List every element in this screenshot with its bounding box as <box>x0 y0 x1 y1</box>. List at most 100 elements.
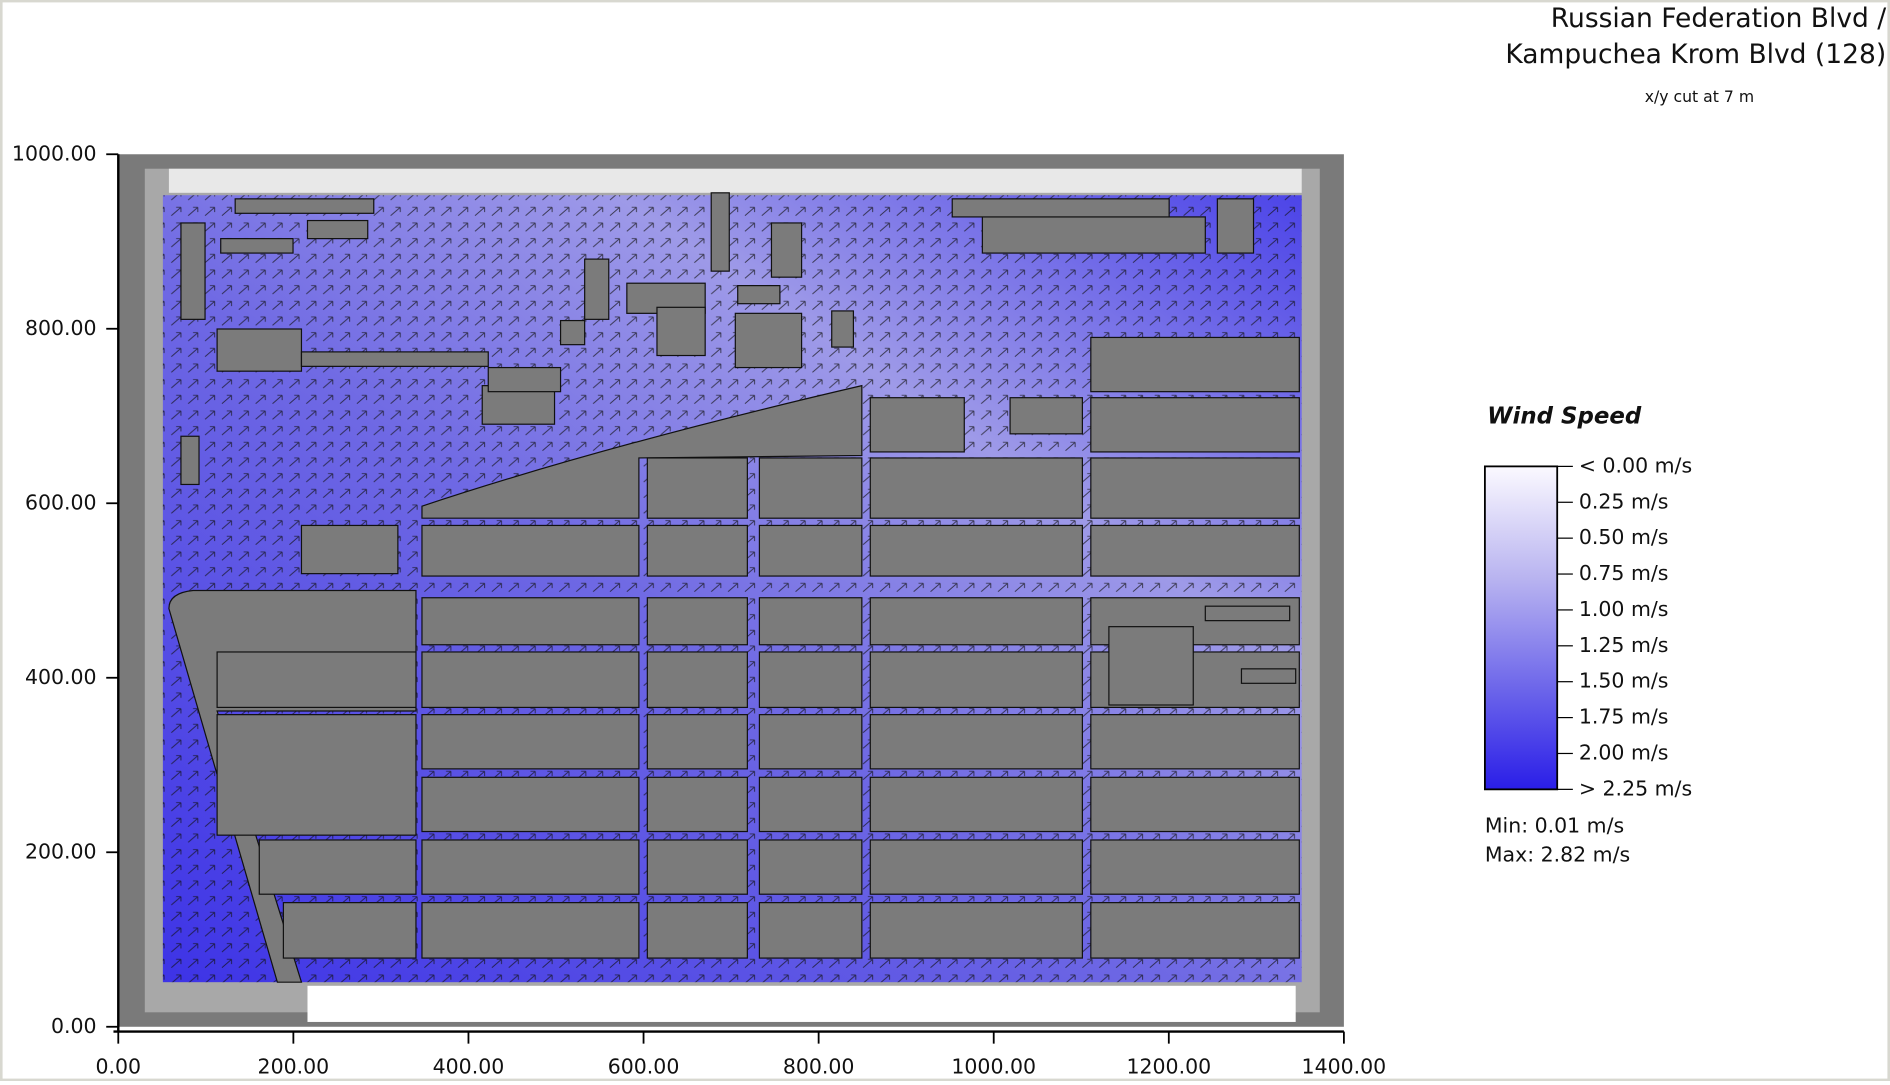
building <box>422 598 639 645</box>
building <box>647 458 747 518</box>
building <box>870 652 1082 707</box>
legend-label: 1.75 m/s <box>1579 705 1669 729</box>
y-tick-label: 1000.00 <box>12 141 97 165</box>
building <box>647 598 747 645</box>
building <box>561 321 585 345</box>
building <box>870 458 1082 518</box>
x-tick-label: 400.00 <box>433 1055 505 1079</box>
y-tick-label: 200.00 <box>25 839 97 863</box>
building <box>870 777 1082 831</box>
title-line: Kampuchea Krom Blvd (128) <box>1505 39 1886 70</box>
building <box>647 840 747 894</box>
building <box>870 598 1082 645</box>
inflow-band <box>307 986 1295 1022</box>
building <box>759 777 861 831</box>
building <box>422 652 639 707</box>
building <box>259 840 416 894</box>
building <box>647 903 747 958</box>
x-tick-label: 600.00 <box>608 1055 680 1079</box>
building <box>235 199 374 213</box>
building <box>647 715 747 769</box>
legend-label: 1.25 m/s <box>1579 633 1669 657</box>
building <box>217 652 416 707</box>
x-tick-label: 1000.00 <box>951 1055 1036 1079</box>
y-tick-label: 600.00 <box>25 490 97 514</box>
building <box>735 313 801 367</box>
building <box>1091 458 1299 518</box>
building <box>759 458 861 518</box>
building <box>1091 903 1299 958</box>
subtitle: x/y cut at 7 m <box>1645 87 1754 106</box>
legend-label: < 0.00 m/s <box>1579 453 1692 477</box>
legend-label: 0.50 m/s <box>1579 525 1669 549</box>
building <box>283 903 416 958</box>
building <box>1091 715 1299 769</box>
building <box>1091 398 1299 452</box>
legend-colorbar <box>1485 466 1557 789</box>
building <box>422 903 639 958</box>
building <box>181 436 199 484</box>
page: Russian Federation Blvd / Kampuchea Krom… <box>0 0 1890 1081</box>
building <box>422 840 639 894</box>
building <box>738 286 780 304</box>
inflow-band-top <box>169 169 1302 193</box>
building <box>759 903 861 958</box>
legend-label: 0.25 m/s <box>1579 489 1669 513</box>
building <box>870 715 1082 769</box>
building <box>307 221 367 239</box>
building <box>221 239 293 253</box>
building <box>657 307 705 355</box>
building <box>647 652 747 707</box>
building <box>1109 627 1193 705</box>
x-tick-label: 1200.00 <box>1126 1055 1211 1079</box>
building <box>870 398 964 452</box>
legend-label: 1.50 m/s <box>1579 669 1669 693</box>
building <box>759 652 861 707</box>
building <box>488 368 560 392</box>
legend-min: Min: 0.01 m/s <box>1485 814 1624 838</box>
building <box>759 598 861 645</box>
building <box>1205 606 1289 620</box>
legend-label: 1.00 m/s <box>1579 597 1669 621</box>
building <box>301 525 397 573</box>
building <box>217 715 416 836</box>
building <box>982 217 1205 253</box>
building <box>759 525 861 576</box>
x-tick-label: 800.00 <box>783 1055 855 1079</box>
x-tick-label: 1400.00 <box>1302 1055 1387 1079</box>
building <box>301 352 488 366</box>
legend-label: > 2.25 m/s <box>1579 776 1692 800</box>
building <box>1091 337 1299 391</box>
building <box>585 259 609 319</box>
building <box>759 715 861 769</box>
wind-plot: Russian Federation Blvd / Kampuchea Krom… <box>0 0 1890 1081</box>
x-tick-label: 0.00 <box>95 1055 141 1079</box>
building <box>1241 669 1295 683</box>
legend-label: 0.75 m/s <box>1579 561 1669 585</box>
building <box>870 840 1082 894</box>
building <box>832 311 854 347</box>
building <box>1010 398 1082 434</box>
building <box>711 193 729 271</box>
building <box>422 715 639 769</box>
building <box>1217 199 1253 253</box>
building <box>952 199 1169 217</box>
y-tick-label: 400.00 <box>25 665 97 689</box>
building <box>1091 777 1299 831</box>
building <box>647 525 747 576</box>
building <box>1091 840 1299 894</box>
y-tick-label: 0.00 <box>51 1014 97 1038</box>
legend-label: 2.00 m/s <box>1579 740 1669 764</box>
building <box>771 223 801 277</box>
building <box>422 525 639 576</box>
building <box>422 777 639 831</box>
legend-max: Max: 2.82 m/s <box>1485 843 1630 867</box>
building <box>647 777 747 831</box>
building <box>759 840 861 894</box>
building <box>181 223 205 319</box>
title-line: Russian Federation Blvd / <box>1551 3 1886 34</box>
building <box>870 903 1082 958</box>
building <box>1091 525 1299 576</box>
x-tick-label: 200.00 <box>258 1055 330 1079</box>
legend-title: Wind Speed <box>1487 403 1642 429</box>
